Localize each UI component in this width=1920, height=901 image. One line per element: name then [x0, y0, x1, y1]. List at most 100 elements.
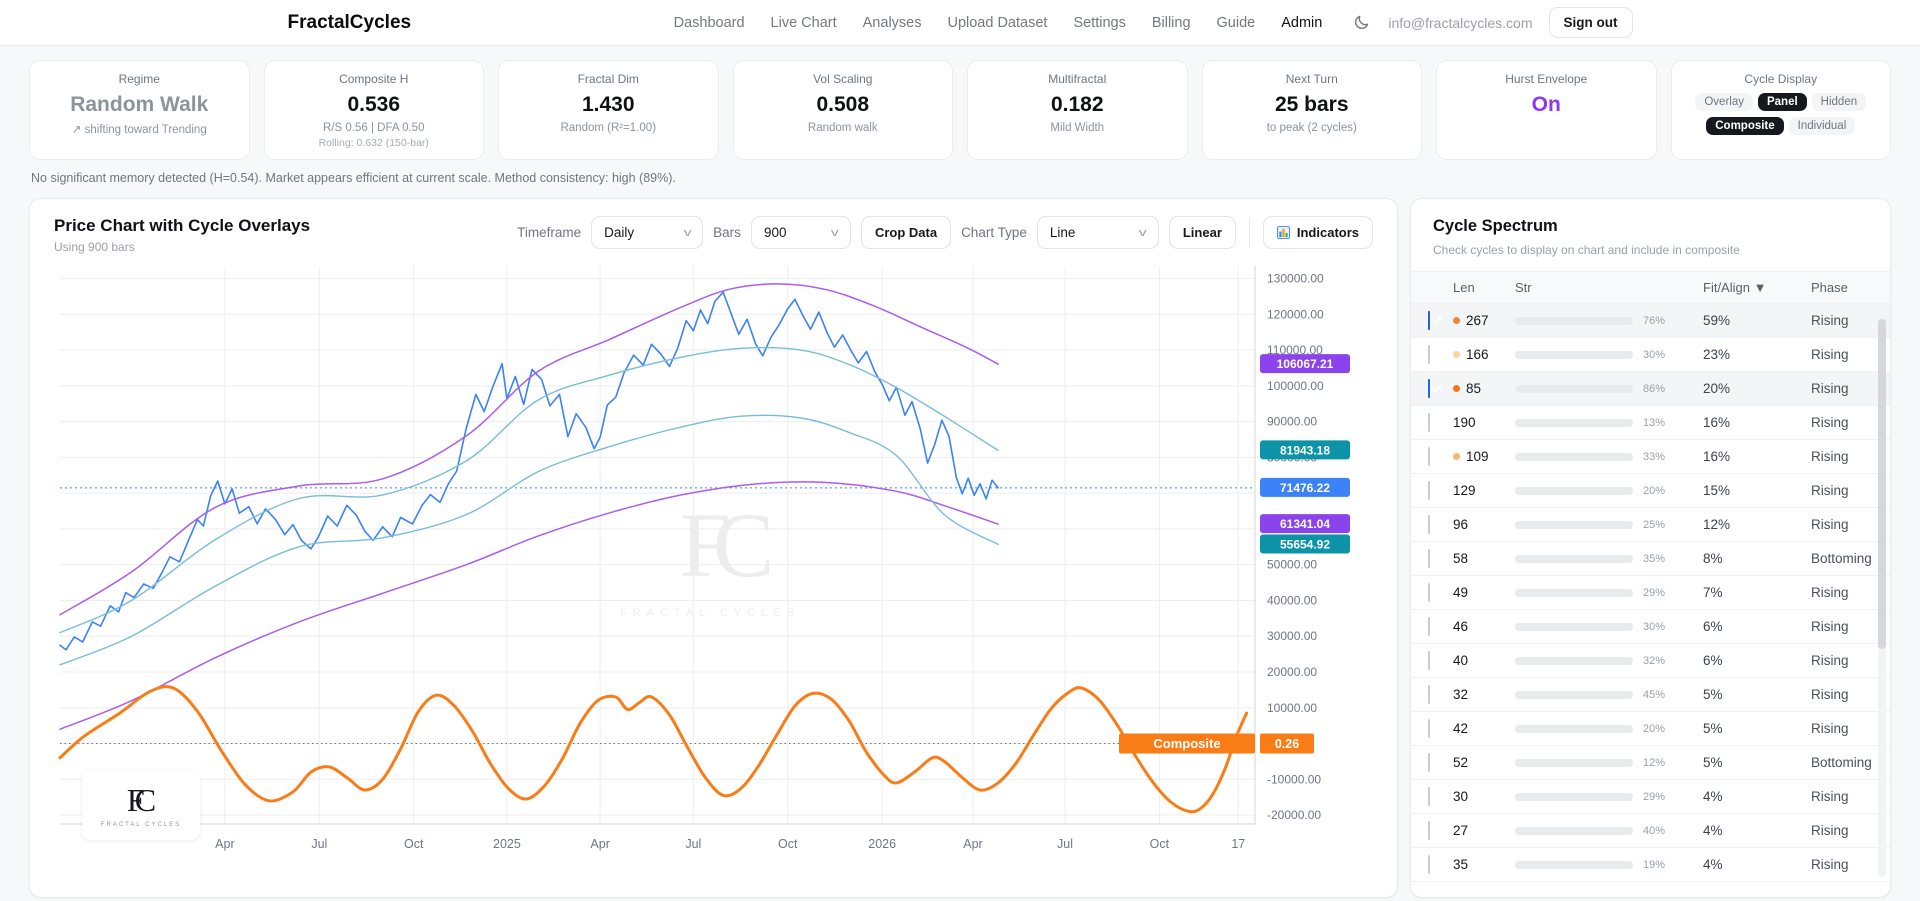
fit-align-value: 20% [1703, 381, 1731, 397]
chart-type-select[interactable]: Line v [1036, 216, 1159, 250]
strength-cell: 30% [1515, 621, 1703, 633]
checkbox-cell [1411, 684, 1453, 704]
cycle-row[interactable]: 109 33% 16% Rising [1411, 440, 1890, 475]
metric-card-regime: Regime Random Walk ↗ shifting toward Trend… [29, 60, 250, 161]
cycle-row[interactable]: 85 86% 20% Rising [1411, 372, 1890, 407]
len-cell: 109 [1453, 449, 1515, 464]
price-tag [1260, 514, 1350, 534]
strength-bar-track [1515, 792, 1633, 801]
strength-bar-track [1515, 656, 1633, 665]
cycle-checkbox[interactable] [1428, 616, 1430, 636]
scale-linear-button[interactable]: Linear [1168, 216, 1236, 250]
y-tick-label: 100000.00 [1267, 379, 1324, 393]
metric-label: Regime [118, 72, 160, 86]
cycle-row[interactable]: 30 29% 4% Rising [1411, 780, 1890, 815]
checkbox-cell [1411, 412, 1453, 432]
cycle-checkbox[interactable] [1428, 548, 1430, 568]
nav-item-settings[interactable]: Settings [1073, 14, 1126, 31]
cycle-checkbox[interactable] [1428, 786, 1430, 806]
strength-cell: 25% [1515, 519, 1703, 531]
phase-value: Rising [1811, 687, 1849, 703]
table-scrollbar-thumb[interactable] [1878, 319, 1886, 650]
metric-label: Vol Scaling [813, 72, 873, 86]
nav-item-upload-dataset[interactable]: Upload Dataset [947, 14, 1048, 31]
cycle-row[interactable]: 267 76% 59% Rising [1411, 304, 1890, 339]
cycle-checkbox[interactable] [1428, 582, 1430, 602]
strength-cell: 32% [1515, 655, 1703, 667]
nav-item-live-chart[interactable]: Live Chart [770, 14, 837, 31]
nav-item-analyses[interactable]: Analyses [862, 14, 922, 31]
sign-out-button[interactable]: Sign out [1548, 7, 1633, 38]
cycle-row[interactable]: 27 40% 4% Rising [1411, 814, 1890, 849]
strength-bar-track [1515, 316, 1633, 325]
checkbox-cell [1411, 718, 1453, 738]
nav-item-dashboard[interactable]: Dashboard [673, 14, 745, 31]
cycle-row[interactable]: 96 25% 12% Rising [1411, 508, 1890, 543]
cycle-row[interactable]: 42 20% 5% Rising [1411, 712, 1890, 747]
strength-cell: 29% [1515, 791, 1703, 803]
cycle-checkbox[interactable] [1428, 820, 1430, 840]
cycle-row[interactable]: 166 30% 23% Rising [1411, 338, 1890, 373]
cycle-checkbox[interactable] [1428, 378, 1430, 398]
indicators-button[interactable]: Indicators [1262, 216, 1373, 250]
toggle-hidden[interactable]: Hidden [1811, 93, 1867, 111]
fit-align-value: 5% [1703, 721, 1723, 737]
cycle-row[interactable]: 129 20% 15% Rising [1411, 474, 1890, 509]
strength-percent: 30% [1643, 348, 1666, 361]
strength-cell: 40% [1515, 825, 1703, 837]
cycle-checkbox[interactable] [1428, 718, 1430, 738]
metric-card-fractal-dim: Fractal Dim 1.430 Random (R²=1.00) [498, 60, 719, 161]
nav-item-billing[interactable]: Billing [1151, 14, 1191, 31]
nav-item-guide[interactable]: Guide [1216, 14, 1256, 31]
checkbox-cell [1411, 344, 1453, 364]
cycle-table: Len Str Fit/Align ▼ Phase 267 76% 59% Rising 166… [1411, 271, 1890, 883]
cycle-row[interactable]: 190 13% 16% Rising [1411, 406, 1890, 441]
toggle-panel[interactable]: Panel [1757, 93, 1807, 111]
cycle-row[interactable]: 40 32% 6% Rising [1411, 644, 1890, 679]
cycle-checkbox[interactable] [1428, 854, 1430, 874]
strength-bar-track [1515, 554, 1633, 563]
strength-percent: 33% [1643, 450, 1666, 463]
nav-item-admin[interactable]: Admin [1281, 14, 1323, 31]
price-tag-label: 106067.21 [1277, 357, 1334, 371]
cycle-row[interactable]: 46 30% 6% Rising [1411, 610, 1890, 645]
cycle-checkbox[interactable] [1428, 412, 1430, 432]
phase-value: Rising [1811, 653, 1849, 669]
logo-fc-mark: FC [126, 782, 156, 819]
checkbox-cell [1411, 616, 1453, 636]
checkbox-cell [1411, 752, 1453, 772]
cycle-row[interactable]: 35 19% 4% Rising [1411, 848, 1890, 883]
cycle-checkbox[interactable] [1428, 684, 1430, 704]
toggle-composite[interactable]: Composite [1706, 117, 1784, 135]
column-header-fit-align[interactable]: Fit/Align ▼ [1703, 280, 1767, 296]
cycle-color-dot [1453, 317, 1460, 325]
phase-value: Rising [1811, 857, 1849, 873]
cycle-length: 30 [1453, 789, 1469, 805]
cycle-row[interactable]: 49 29% 7% Rising [1411, 576, 1890, 611]
cycle-length: 267 [1466, 313, 1489, 329]
cycle-checkbox[interactable] [1428, 344, 1430, 364]
bars-select[interactable]: 900 v [750, 216, 851, 250]
cycle-checkbox[interactable] [1428, 650, 1430, 670]
strength-percent: 20% [1643, 484, 1666, 497]
toggle-overlay[interactable]: Overlay [1695, 93, 1753, 111]
cycle-row[interactable]: 58 35% 8% Bottoming [1411, 542, 1890, 577]
crop-data-button[interactable]: Crop Data [860, 216, 952, 250]
cycle-length: 42 [1453, 721, 1469, 737]
cycle-row[interactable]: 52 12% 5% Bottoming [1411, 746, 1890, 781]
cycle-row[interactable]: 32 45% 5% Rising [1411, 678, 1890, 713]
toggle-individual[interactable]: Individual [1788, 117, 1856, 135]
cycle-checkbox[interactable] [1428, 310, 1430, 330]
metric-card-cycle-display: Cycle Display Overlay Panel Hidden Composite… [1670, 60, 1891, 161]
cycle-checkbox[interactable] [1428, 514, 1430, 534]
dark-mode-toggle[interactable] [1350, 12, 1372, 34]
len-cell: 30 [1453, 789, 1515, 804]
timeframe-select[interactable]: Daily v [591, 216, 704, 250]
cycle-checkbox[interactable] [1428, 752, 1430, 772]
cycle-checkbox[interactable] [1428, 446, 1430, 466]
metric-card-next-turn: Next Turn 25 bars to peak (2 cycles) [1201, 60, 1422, 161]
cycle-checkbox[interactable] [1428, 480, 1430, 500]
logo-fc-sub: FRACTAL CYCLES [100, 822, 182, 829]
y-tick-label: 50000.00 [1267, 558, 1317, 572]
x-tick-label: 17 [1231, 837, 1245, 851]
